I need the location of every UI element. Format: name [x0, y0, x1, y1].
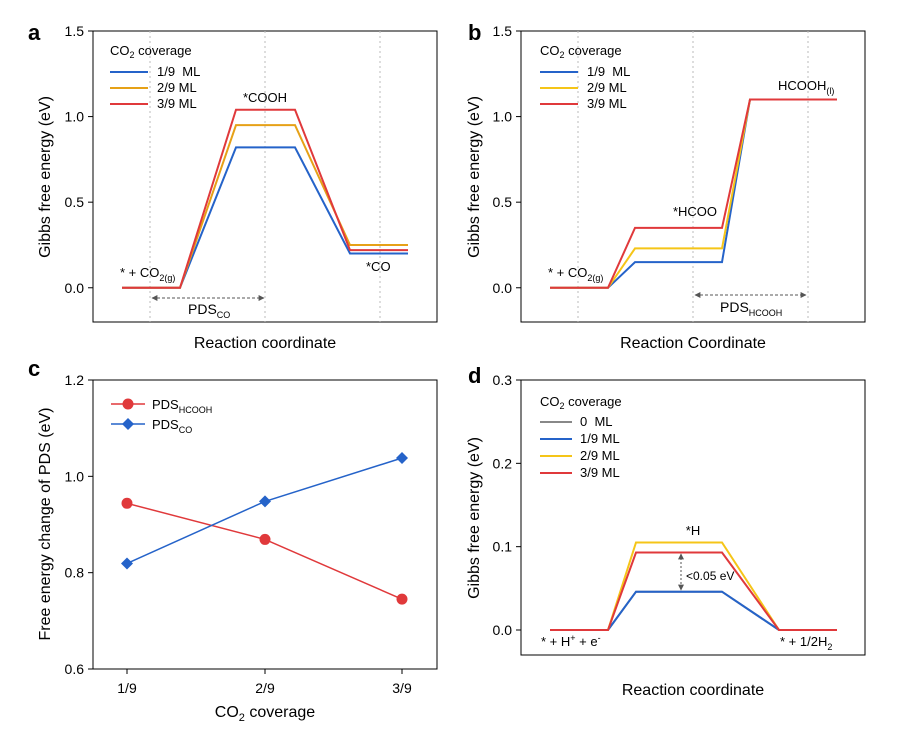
legend-label-b-2: 2/9 ML [587, 80, 627, 95]
series-line-c-1 [126, 457, 403, 565]
panel-c: c 0.6 0.8 1.0 1.2 1/9 2/9 3/9 Free energy cha… [28, 356, 438, 724]
data-point-c-0-2 [396, 593, 408, 605]
y-axis-label-a: Gibbs free energy (eV) [37, 96, 54, 258]
legend-label-d-0: 0 ML [580, 414, 613, 429]
x-tick-label-c-1: 2/9 [255, 680, 275, 696]
y-tick-label-d-1: 0.1 [493, 539, 513, 555]
annotation-end-b: HCOOH(l) [778, 78, 834, 96]
y-tick-label-c-1: 0.8 [65, 565, 85, 581]
gap-label-d: <0.05 eV [686, 569, 734, 583]
data-point-c-1-2 [396, 452, 408, 465]
y-tick-label-a-1: 0.5 [65, 194, 85, 210]
panel-letter-d: d [468, 363, 481, 388]
y-tick-label-a-3: 1.5 [65, 23, 85, 39]
y-ticks-b: 0.0 0.5 1.0 1.5 [493, 23, 521, 296]
x-axis-label-b: Reaction Coordinate [620, 335, 766, 352]
data-point-c-0-0 [121, 497, 133, 509]
legend-label-a-2: 2/9 ML [157, 80, 197, 95]
legend-label-b-3: 3/9 ML [587, 96, 627, 111]
x-axis-label-d: Reaction coordinate [622, 682, 764, 699]
data-point-c-1-1 [259, 495, 271, 508]
data-point-c-1-0 [121, 557, 133, 570]
series-line-d-0 [550, 590, 837, 631]
y-tick-label-c-2: 1.0 [65, 468, 85, 484]
guide-lines-a [149, 31, 381, 322]
x-axis-label-c: CO2 coverage [215, 704, 315, 724]
legend-title-d: CO2 coverage [540, 394, 622, 411]
y-tick-label-d-3: 0.3 [493, 372, 513, 388]
series-a [122, 108, 408, 289]
legend-marker-c-2 [122, 418, 134, 430]
plot-frame-d [520, 379, 866, 656]
legend-label-a-1: 1/9 ML [157, 64, 200, 79]
annotation-mid-d: *H [686, 523, 700, 538]
legend-label-c-2: PDSCO [152, 417, 192, 435]
series-line-c-0 [126, 502, 403, 600]
y-axis-label-b: Gibbs free energy (eV) [466, 96, 483, 258]
annotation-start-b: * + CO2(g) [548, 265, 603, 283]
pds-label-b: PDSHCOOH [720, 299, 782, 318]
annotation-mid-a: *COOH [243, 90, 287, 105]
annotation-mid-b: *HCOO [673, 204, 717, 219]
annotation-start-a: * + CO2(g) [120, 265, 175, 283]
legend-label-d-1: 1/9 ML [580, 431, 620, 446]
legend-title-a: CO2 coverage [110, 43, 192, 60]
series-line-d-1 [550, 590, 837, 631]
series-b [550, 98, 837, 289]
y-tick-label-b-0: 0.0 [493, 280, 513, 296]
y-tick-label-c-0: 0.6 [65, 661, 85, 677]
x-tick-label-c-2: 3/9 [392, 680, 412, 696]
legend-title-b: CO2 coverage [540, 43, 622, 60]
panel-d: d 0.0 0.1 0.2 0.3 Gibbs free energy (eV) Re… [466, 363, 866, 699]
y-axis-label-c: Free energy change of PDS (eV) [37, 407, 54, 640]
annotation-end-d: * + 1/2H2 [780, 634, 832, 652]
y-ticks-a: 0.0 0.5 1.0 1.5 [65, 23, 93, 296]
y-axis-label-d: Gibbs free energy (eV) [466, 437, 483, 599]
y-tick-label-b-1: 0.5 [493, 194, 513, 210]
x-axis-label-a: Reaction coordinate [194, 335, 336, 352]
annotation-end-a: *CO [366, 259, 391, 274]
series-d [550, 541, 837, 631]
data-point-c-0-1 [259, 533, 271, 545]
x-tick-label-c-0: 1/9 [117, 680, 137, 696]
pds-label-a: PDSCO [188, 301, 230, 320]
series-line-d-3 [550, 551, 837, 631]
legend-marker-c-1 [122, 398, 134, 410]
annotation-start-d: * + H+ + e- [541, 633, 601, 649]
series-line-d-2 [550, 541, 837, 631]
legend-label-a-3: 3/9 ML [157, 96, 197, 111]
legend-label-b-1: 1/9 ML [587, 64, 630, 79]
y-tick-label-a-2: 1.0 [65, 109, 85, 125]
y-tick-label-b-3: 1.5 [493, 23, 513, 39]
panel-letter-b: b [468, 20, 481, 45]
y-tick-label-d-0: 0.0 [493, 622, 513, 638]
series-c [121, 452, 408, 605]
panel-a: a 0.0 0.5 1.0 1.5 Gibbs free energy (eV) Re… [28, 20, 438, 352]
panel-b: b 0.0 0.5 1.0 1.5 Gibbs free energy (eV) Re… [466, 20, 866, 352]
y-tick-label-b-2: 1.0 [493, 109, 513, 125]
y-ticks-d: 0.0 0.1 0.2 0.3 [493, 372, 521, 638]
legend-label-d-3: 3/9 ML [580, 465, 620, 480]
y-tick-label-d-2: 0.2 [493, 455, 513, 471]
legend-label-d-2: 2/9 ML [580, 448, 620, 463]
y-ticks-c: 0.6 0.8 1.0 1.2 [65, 372, 93, 677]
y-tick-label-c-3: 1.2 [65, 372, 85, 388]
series-line-a-2 [122, 108, 408, 289]
panel-letter-c: c [28, 356, 40, 381]
panel-letter-a: a [28, 20, 41, 45]
legend-label-c-1: PDSHCOOH [152, 397, 212, 415]
x-ticks-c: 1/9 2/9 3/9 [117, 669, 412, 696]
y-tick-label-a-0: 0.0 [65, 280, 85, 296]
guide-lines-b [577, 31, 809, 322]
series-line-b-2 [550, 98, 837, 289]
